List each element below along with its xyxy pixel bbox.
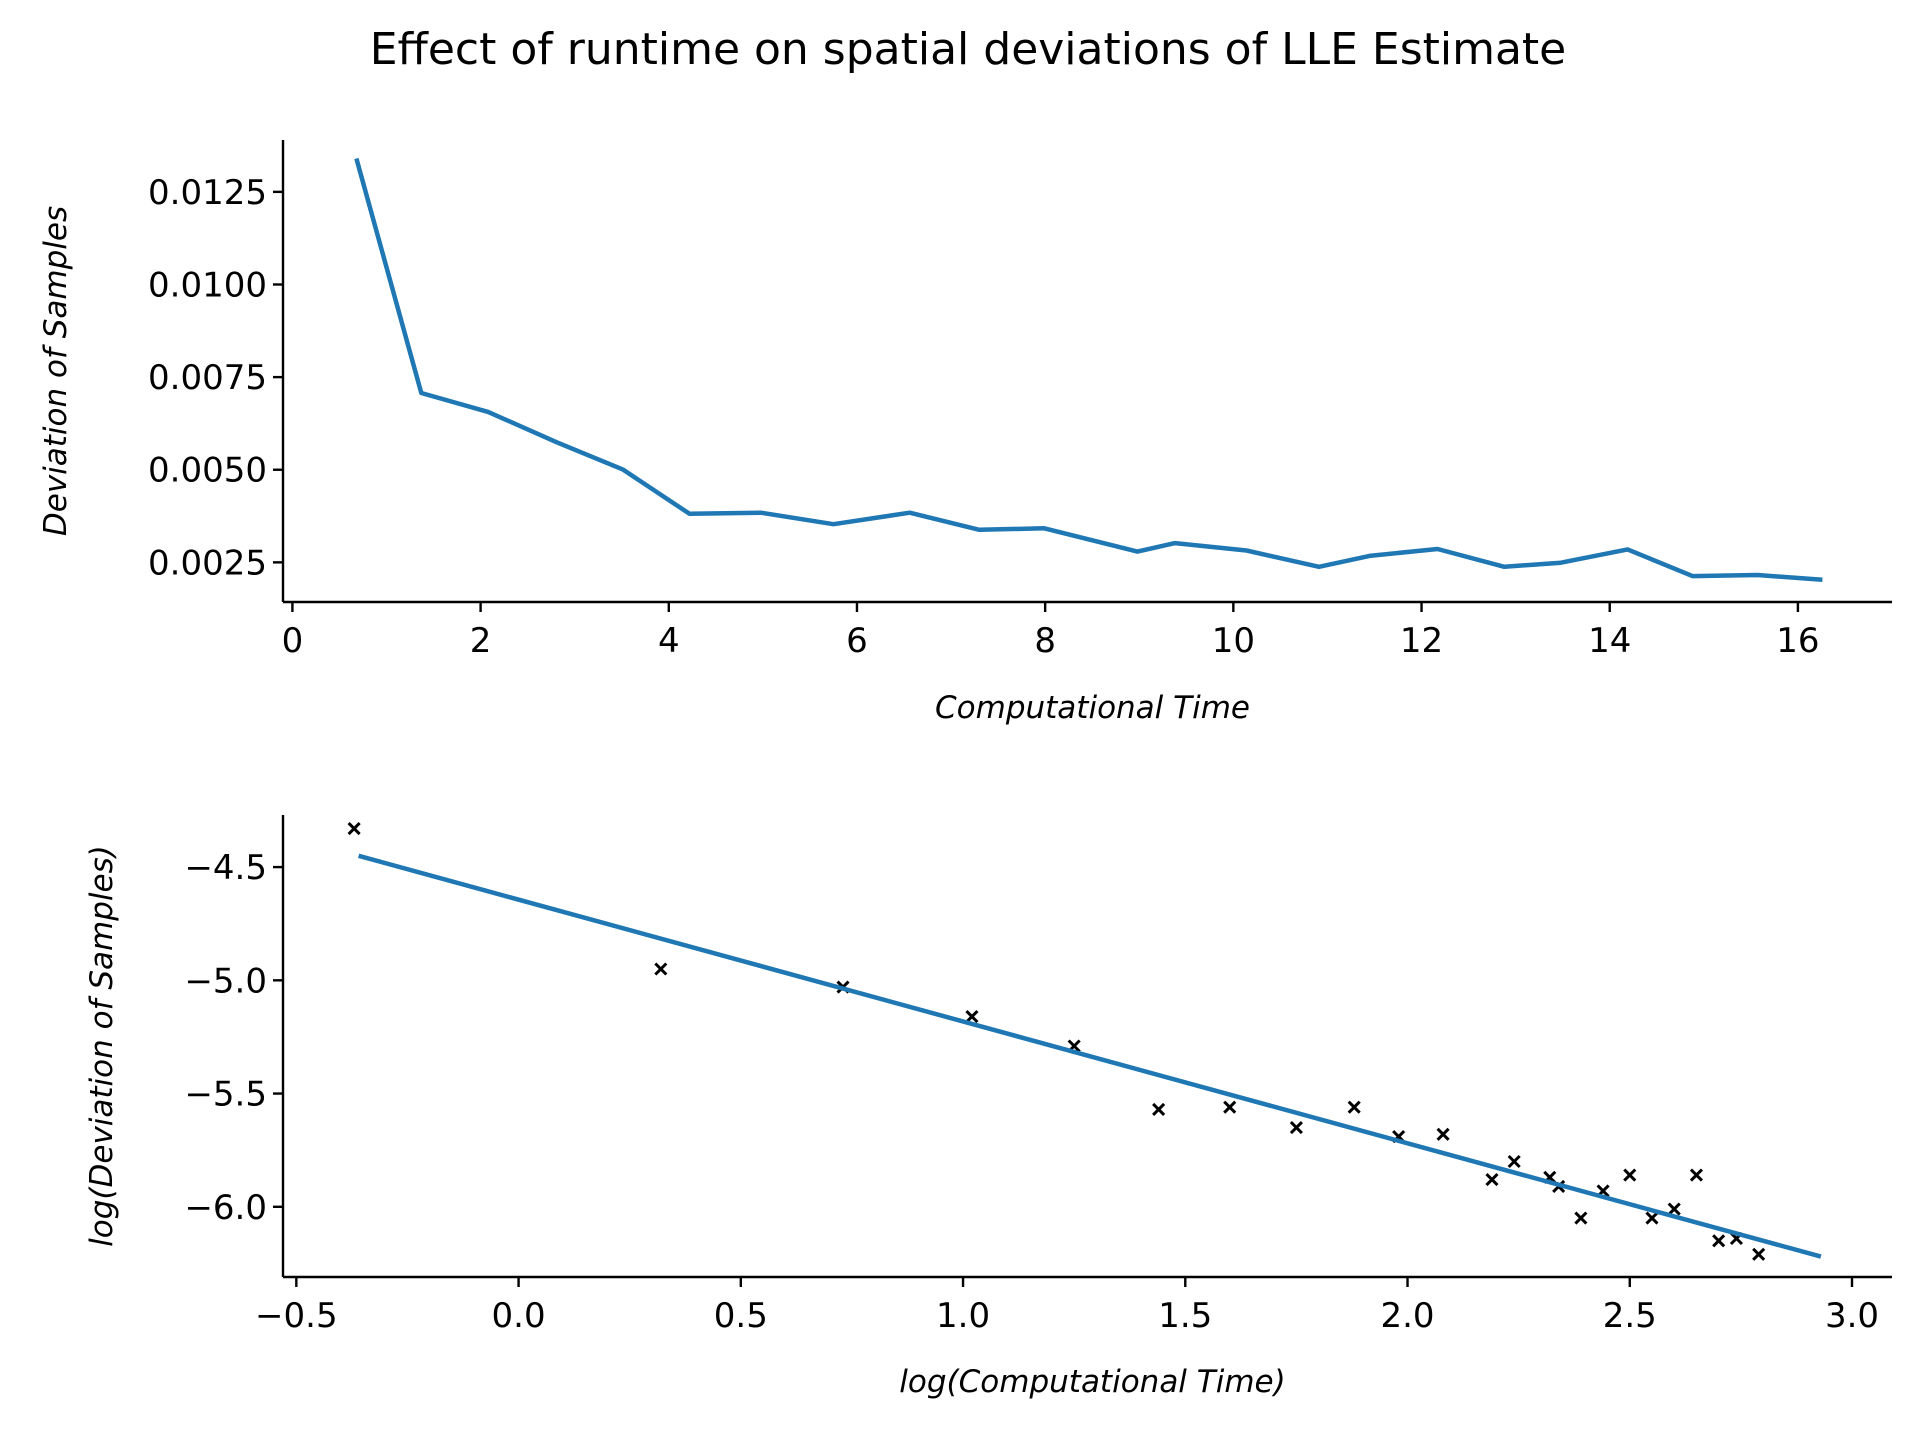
x-tick-label: 2.0	[1380, 1296, 1434, 1336]
y-tick-label: −4.5	[184, 848, 267, 888]
y-tick-label: 0.0125	[148, 173, 267, 213]
scatter-point-stroke	[1623, 1168, 1637, 1182]
x-tick-label: 14	[1588, 621, 1631, 661]
scatter-point	[1752, 1247, 1766, 1261]
y-tick-label: −5.5	[184, 1075, 267, 1115]
scatter-point-stroke	[1289, 1120, 1303, 1135]
x-tick-label: 2	[470, 621, 492, 661]
scatter-point-stroke	[1223, 1100, 1237, 1114]
y-tick-label: −5.0	[184, 961, 267, 1001]
y-tick-label: 0.0050	[148, 451, 267, 491]
bottom-scatter-chart: −0.5 0.0 0.5 1.0 1.5 2.0 2.5 3.0 −4.5 −5.0 −5.5 −6.…	[84, 815, 1892, 1400]
x-tick-label: 3.0	[1825, 1296, 1879, 1336]
x-tick-label: 4	[658, 621, 680, 661]
scatter-point-stroke	[1436, 1127, 1450, 1141]
fit-line	[358, 853, 1822, 1259]
x-tick-label: 10	[1212, 621, 1255, 661]
y-tick-label: −6.0	[184, 1188, 267, 1228]
x-tick-label: −0.5	[255, 1296, 338, 1336]
scatter-point	[1689, 1168, 1703, 1182]
scatter-point	[1507, 1154, 1521, 1169]
x-tick-label: 0	[282, 621, 304, 661]
top-line-chart: 0 2 4 6 8 10 12 14 16 0.0025 0.0050 0.0075 0.0100 0.0…	[38, 140, 1892, 726]
x-tick-label: 0.5	[714, 1296, 768, 1336]
scatter-point-stroke	[1752, 1247, 1766, 1261]
scatter-point-stroke	[1347, 1100, 1361, 1114]
x-tick-label: 2.5	[1603, 1296, 1657, 1336]
scatter-point-stroke	[654, 962, 668, 976]
x-tick-label: 1.0	[936, 1296, 990, 1336]
scatter-point	[1436, 1127, 1450, 1141]
scatter-point-stroke	[1507, 1154, 1521, 1169]
scatter-point-stroke	[965, 1009, 979, 1024]
scatter-point-stroke	[1152, 1102, 1166, 1116]
x-tick-label: 1.5	[1158, 1296, 1212, 1336]
scatter-point-stroke	[1689, 1168, 1703, 1182]
x-tick-label: 8	[1034, 621, 1056, 661]
y-axis-label: log(Deviation of Samples)	[84, 845, 120, 1247]
y-tick-label: 0.0100	[148, 265, 267, 305]
scatter-point	[1574, 1211, 1588, 1225]
scatter-point-stroke	[1712, 1234, 1726, 1248]
x-axis-label: Computational Time	[935, 690, 1250, 726]
y-tick-label: 0.0075	[148, 358, 267, 398]
scatter-point-stroke	[1667, 1202, 1681, 1216]
x-tick-label: 12	[1400, 621, 1443, 661]
x-axis-label: log(Computational Time)	[899, 1364, 1285, 1400]
scatter-point	[347, 822, 361, 836]
scatter-point	[1347, 1100, 1361, 1114]
scatter-point-stroke	[1485, 1173, 1499, 1187]
scatter-point-stroke	[347, 822, 361, 836]
y-axis-label: Deviation of Samples	[38, 206, 74, 536]
x-tick-label: 6	[846, 621, 868, 661]
scatter-point	[1152, 1102, 1166, 1116]
scatter-point	[1712, 1234, 1726, 1248]
scatter-point	[1645, 1211, 1659, 1225]
scatter-point	[1485, 1173, 1499, 1187]
x-tick-label: 0.0	[492, 1296, 546, 1336]
scatter-point	[965, 1009, 979, 1024]
scatter-point	[1667, 1202, 1681, 1216]
scatter-point	[1289, 1120, 1303, 1135]
scatter-point-stroke	[1645, 1211, 1659, 1225]
scatter-point	[1223, 1100, 1237, 1114]
scatter-point-stroke	[1574, 1211, 1588, 1225]
x-tick-label: 16	[1776, 621, 1819, 661]
data-line	[354, 157, 1823, 583]
y-tick-label: 0.0025	[148, 543, 267, 583]
scatter-point	[654, 962, 668, 976]
scatter-point	[1623, 1168, 1637, 1182]
figure-title: Effect of runtime on spatial deviations …	[370, 24, 1567, 75]
